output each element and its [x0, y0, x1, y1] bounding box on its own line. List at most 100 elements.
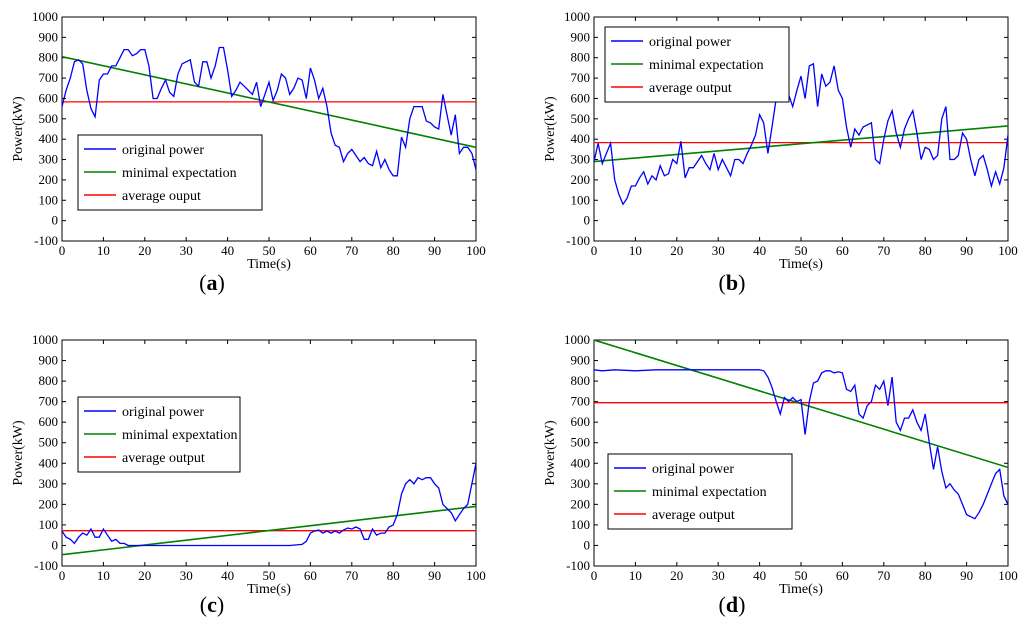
x-tick-label-d-10: 10: [629, 568, 642, 583]
y-tick-label-b-1000: 1000: [564, 9, 590, 24]
y-axis-label-d: Power(kW): [543, 420, 558, 486]
y-tick-label-a-500: 500: [39, 111, 59, 126]
legend-label-d-2: average output: [652, 508, 735, 523]
legend-label-a-1: minimal expectation: [122, 166, 237, 181]
y-tick-label-c-0: 0: [52, 537, 59, 552]
x-tick-label-d-80: 80: [919, 568, 932, 583]
y-tick-label-b-900: 900: [571, 29, 591, 44]
legend-label-b-1: minimal expectation: [649, 58, 764, 73]
y-tick-label-c-200: 200: [39, 496, 59, 511]
y-tick-label-b-200: 200: [571, 172, 591, 187]
x-tick-label-b-50: 50: [795, 243, 808, 258]
minimal-expectation-line-a: [62, 55, 476, 149]
x-tick-label-b-20: 20: [670, 243, 683, 258]
y-tick-label-b-100: 100: [571, 192, 591, 207]
y-tick-label-b--100: -100: [566, 233, 590, 248]
x-tick-label-c-80: 80: [387, 568, 400, 583]
legend-label-a-2: average ouput: [122, 189, 201, 204]
panel-label-a: (a): [199, 270, 225, 295]
y-tick-label-a-100: 100: [39, 192, 59, 207]
y-tick-label-d-0: 0: [584, 537, 591, 552]
y-tick-label-a--100: -100: [34, 233, 58, 248]
x-tick-label-a-70: 70: [345, 243, 358, 258]
y-tick-label-b-500: 500: [571, 111, 591, 126]
x-tick-label-a-40: 40: [221, 243, 234, 258]
x-tick-label-b-90: 90: [960, 243, 973, 258]
legend-label-d-0: original power: [652, 462, 734, 477]
x-axis-label-d: Time(s): [779, 582, 823, 597]
x-tick-label-b-70: 70: [877, 243, 890, 258]
x-tick-label-c-90: 90: [428, 568, 441, 583]
y-tick-label-c-300: 300: [39, 476, 59, 491]
x-tick-label-d-40: 40: [753, 568, 766, 583]
x-tick-label-b-100: 100: [998, 243, 1018, 258]
chart-panel-b: 0 10 20 30 40 50 60 70 80 90 100 -100 0 100 200 300 400 5…: [512, 0, 1024, 321]
y-tick-label-b-400: 400: [571, 131, 591, 146]
plot-area-d: [593, 339, 1009, 567]
panel-label-b: (b): [718, 270, 746, 295]
x-tick-label-c-100: 100: [466, 568, 486, 583]
x-axis-label-a: Time(s): [247, 257, 291, 272]
chart-c-svg: 0 10 20 30 40 50 60 70 80 90 100-10001002003004005…: [11, 332, 486, 597]
y-tick-label-d-600: 600: [571, 414, 591, 429]
legend-label-b-0: original power: [649, 35, 731, 50]
x-tick-label-a-50: 50: [263, 243, 276, 258]
y-tick-label-b-0: 0: [584, 213, 591, 228]
x-tick-label-d-100: 100: [998, 568, 1018, 583]
x-tick-label-d-30: 30: [712, 568, 725, 583]
x-tick-label-d-50: 50: [795, 568, 808, 583]
y-tick-label-c-400: 400: [39, 455, 59, 470]
y-tick-label-a-0: 0: [52, 213, 59, 228]
minimal-expectation-line-c: [62, 505, 476, 556]
x-tick-label-b-0: 0: [591, 243, 598, 258]
y-tick-label-d-1000: 1000: [564, 332, 590, 347]
panel-label-b-text: b: [725, 270, 739, 295]
x-tick-label-c-60: 60: [304, 568, 317, 583]
legend-label-c-2: average output: [122, 451, 205, 466]
legend-label-c-1: minimal expextation: [122, 428, 237, 443]
x-tick-label-b-80: 80: [919, 243, 932, 258]
y-tick-label-d-700: 700: [571, 394, 591, 409]
y-axis-label-b: Power(kW): [543, 96, 558, 162]
chart-panel-a: 0 10 20 30 40 50 60 70 80 90 100 -100 0 100 200 300 400 5…: [0, 0, 512, 321]
chart-panel-d: 0 10 20 30 40 50 60 70 80 90 100 -100 0 100 200 300 400 5…: [512, 321, 1024, 642]
y-tick-label-a-600: 600: [39, 90, 59, 105]
y-tick-label-d--100: -100: [566, 558, 590, 573]
y-tick-label-c-1000: 1000: [32, 332, 58, 347]
original-power-line-a: [62, 46, 476, 177]
x-tick-label-d-0: 0: [591, 568, 598, 583]
y-tick-label-a-900: 900: [39, 29, 59, 44]
y-tick-label-a-200: 200: [39, 172, 59, 187]
y-tick-label-d-900: 900: [571, 353, 591, 368]
x-tick-label-c-0: 0: [59, 568, 66, 583]
x-tick-label-a-80: 80: [387, 243, 400, 258]
x-tick-label-d-60: 60: [836, 568, 849, 583]
y-tick-label-d-200: 200: [571, 496, 591, 511]
y-tick-label-d-300: 300: [571, 476, 591, 491]
x-tick-label-a-0: 0: [59, 243, 66, 258]
x-tick-label-b-10: 10: [629, 243, 642, 258]
y-tick-label-a-1000: 1000: [32, 9, 58, 24]
y-tick-label-d-100: 100: [571, 517, 591, 532]
y-tick-label-c-500: 500: [39, 435, 59, 450]
x-tick-label-a-60: 60: [304, 243, 317, 258]
legend-label-c-0: original power: [122, 405, 204, 420]
x-tick-label-a-30: 30: [180, 243, 193, 258]
x-tick-label-c-30: 30: [180, 568, 193, 583]
x-tick-label-c-10: 10: [97, 568, 110, 583]
x-tick-label-d-90: 90: [960, 568, 973, 583]
panel-label-d: (d): [718, 592, 746, 617]
x-tick-label-a-20: 20: [138, 243, 151, 258]
x-tick-label-b-30: 30: [712, 243, 725, 258]
x-tick-label-a-100: 100: [466, 243, 486, 258]
x-tick-label-a-90: 90: [428, 243, 441, 258]
x-tick-label-c-70: 70: [345, 568, 358, 583]
chart-panel-c: 0 10 20 30 40 50 60 70 80 90 100 -100 0 100 200 300 400 5…: [0, 321, 512, 642]
chart-d-svg: 0 10 20 30 40 50 60 70 80 90 100-10001002003004005…: [543, 332, 1018, 597]
y-tick-label-c-900: 900: [39, 353, 59, 368]
x-tick-label-b-40: 40: [753, 243, 766, 258]
x-tick-label-c-20: 20: [138, 568, 151, 583]
y-tick-label-c-600: 600: [39, 414, 59, 429]
x-axis-label-c: Time(s): [247, 582, 291, 597]
panel-label-c-text: c: [207, 592, 217, 617]
